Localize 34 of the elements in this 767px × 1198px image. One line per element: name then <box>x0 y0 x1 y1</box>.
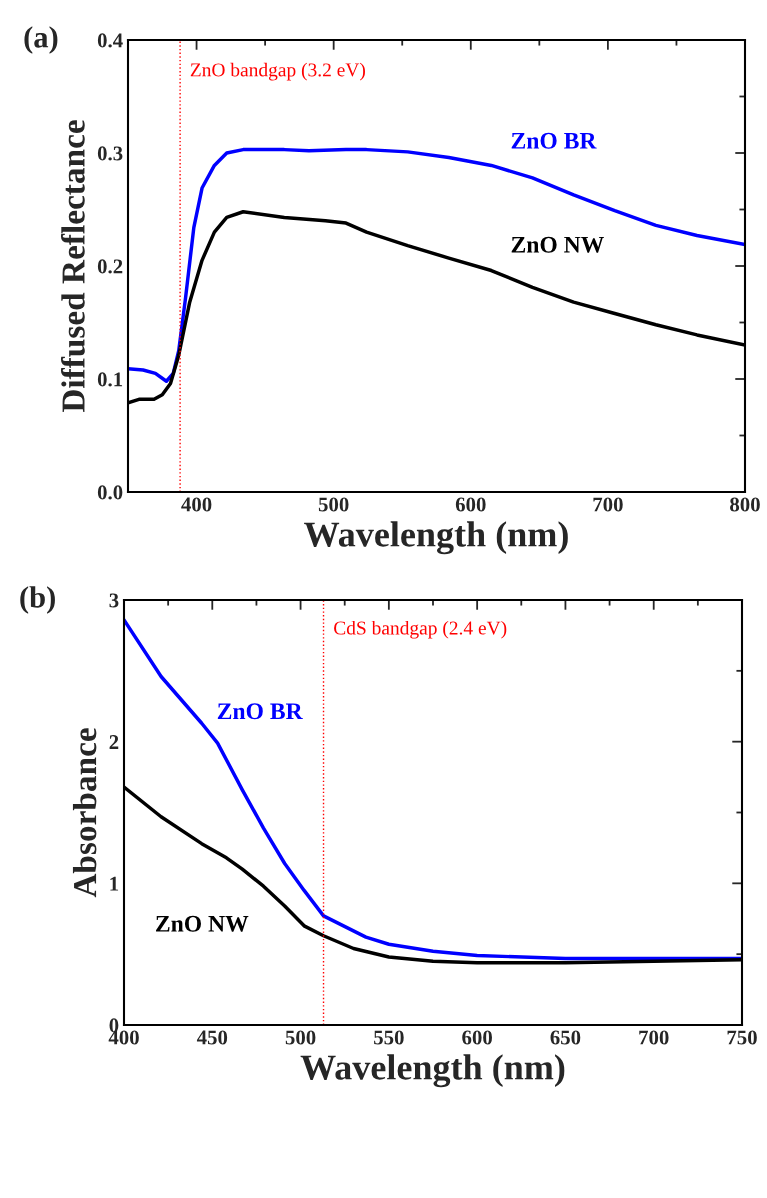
series-label: ZnO BR <box>511 132 597 149</box>
x-axis-title: Wavelength (nm) <box>304 521 568 555</box>
x-tick-label: 800 <box>730 497 760 512</box>
chart-title: (b) <box>20 586 55 614</box>
x-tick-label: 500 <box>285 1030 316 1045</box>
x-tick-label: 600 <box>455 497 486 512</box>
y-tick-label: 2 <box>109 735 119 749</box>
chart-title: (a) <box>24 26 58 54</box>
line-series <box>128 147 745 383</box>
x-tick-label: 500 <box>318 497 349 512</box>
series-label: ZnO NW <box>511 236 604 253</box>
x-tick-label: 600 <box>462 1030 492 1045</box>
y-axis-title: Absorbance <box>72 728 97 898</box>
series-label: ZnO NW <box>156 915 249 932</box>
x-axis-title: Wavelength (nm) <box>300 1054 565 1088</box>
x-tick-label: 750 <box>727 1030 757 1045</box>
x-tick-label: 700 <box>639 1030 669 1045</box>
y-tick-label: 0.2 <box>97 259 123 274</box>
y-tick-label: 0.3 <box>97 146 123 161</box>
y-tick-label: 0.0 <box>97 485 123 500</box>
y-tick-label: 3 <box>109 593 119 608</box>
series-label: ZnO BR <box>217 703 303 720</box>
y-tick-label: 1 <box>110 876 119 891</box>
ref-line-label: CdS bandgap (2.4 eV) <box>334 620 507 639</box>
x-tick-label: 700 <box>593 497 623 512</box>
x-tick-label: 400 <box>181 497 212 512</box>
y-tick-label: 0.1 <box>97 372 123 387</box>
y-tick-label: 0.4 <box>97 33 123 48</box>
line-series <box>124 618 742 961</box>
x-tick-label: 550 <box>374 1030 404 1045</box>
x-tick-label: 650 <box>550 1030 581 1045</box>
y-axis-title: Diffused Reflectance <box>60 120 85 413</box>
x-tick-label: 450 <box>196 1030 228 1045</box>
ref-line-label: ZnO bandgap (3.2 eV) <box>190 62 365 81</box>
